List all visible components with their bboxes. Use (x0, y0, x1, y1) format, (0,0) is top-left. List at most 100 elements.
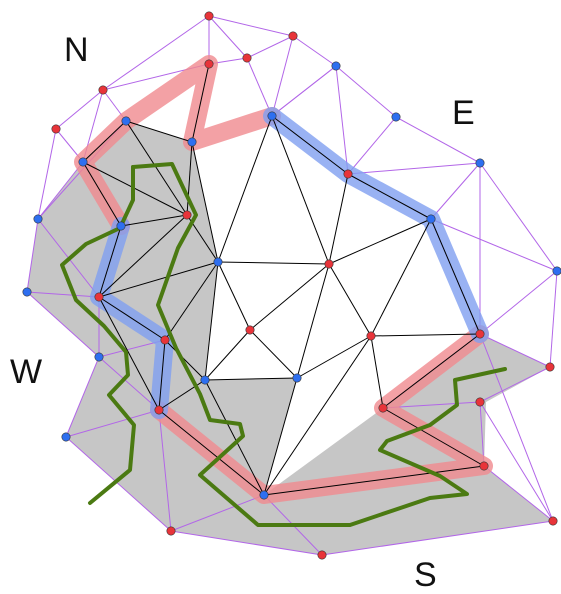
inner-edge (249, 263, 330, 331)
red-node (475, 397, 485, 407)
red-node (98, 85, 108, 95)
inner-edge (370, 218, 432, 337)
inner-edge (82, 120, 127, 163)
blue-node (78, 157, 88, 167)
blue-node (121, 116, 131, 126)
inner-edge (98, 214, 188, 298)
outer-edge (170, 494, 265, 532)
green-path-east (131, 162, 507, 527)
outer-edge (479, 162, 558, 272)
outer-edge (65, 436, 172, 532)
blue-node (187, 137, 197, 147)
inner-edge (98, 225, 122, 298)
blue-highlight-east (263, 107, 489, 343)
blue-node (552, 266, 561, 276)
outer-edge (347, 162, 481, 175)
outer-edge (292, 35, 337, 67)
red-node (182, 210, 192, 220)
outer-edge (37, 128, 57, 220)
red-node (154, 405, 164, 415)
inner-edge (271, 115, 349, 175)
red-node (317, 550, 327, 560)
outer-edge (26, 291, 100, 358)
red-node (160, 335, 170, 345)
blue-node (426, 214, 436, 224)
inner-edge (328, 218, 432, 265)
inner-edge (204, 377, 298, 381)
outer-edge (479, 333, 551, 368)
inner-edge (263, 377, 298, 496)
outer-edge (102, 15, 210, 91)
label-east: E (452, 94, 475, 132)
outer-edge (246, 57, 273, 117)
label-north: N (64, 31, 89, 69)
outer-edge (37, 161, 84, 220)
outer-edge (479, 366, 551, 403)
outer-edge (479, 270, 558, 335)
blue-node (200, 375, 210, 385)
inner-edge (164, 261, 219, 341)
shaded-area (27, 121, 553, 555)
inner-edge (271, 115, 330, 265)
blue-node (475, 158, 485, 168)
inner-edge (125, 120, 188, 216)
nodes (22, 11, 561, 560)
outer-edge (395, 116, 481, 164)
red-node (94, 292, 104, 302)
red-node (548, 516, 558, 526)
inner-edge (263, 335, 372, 496)
red-node (51, 124, 61, 134)
outer-edge (430, 218, 558, 272)
outer-edge (65, 356, 100, 438)
shaded-region (27, 121, 553, 555)
inner-edge (249, 329, 298, 379)
red-node (245, 325, 255, 335)
inner-edge (370, 335, 384, 409)
red-node (479, 461, 489, 471)
red-node (204, 11, 214, 21)
outer-edge (65, 409, 160, 438)
inner-edge (328, 263, 372, 337)
blue-node (331, 61, 341, 71)
red-node (343, 169, 353, 179)
inner-edge (98, 261, 219, 298)
outer-edge (208, 15, 248, 59)
red-node (204, 59, 214, 69)
outer-edge (55, 89, 104, 130)
outer-edge (479, 401, 554, 522)
outer-edge (335, 65, 349, 175)
inner-edge (191, 63, 210, 143)
outer-edge (26, 218, 39, 293)
red-node (378, 403, 388, 413)
outer-edge (26, 291, 100, 298)
red-node (288, 31, 298, 41)
inner-edges (82, 63, 485, 496)
red-node (324, 259, 334, 269)
label-west: W (10, 353, 43, 391)
inner-edge (382, 407, 485, 467)
outer-edge (549, 270, 558, 368)
inner-edge (204, 261, 219, 381)
inner-edge (296, 263, 330, 379)
red-node (242, 53, 252, 63)
outer-edge (321, 520, 554, 556)
outer-edge (158, 409, 172, 532)
outer-edge (347, 116, 397, 175)
blue-node (22, 287, 32, 297)
blue-node (267, 111, 277, 121)
blue-node (94, 352, 104, 362)
red-node (475, 329, 485, 339)
inner-edge (217, 261, 251, 331)
inner-edge (217, 115, 273, 263)
inner-edge (158, 339, 166, 411)
blue-node (33, 214, 43, 224)
inner-edge (328, 173, 349, 265)
inner-edge (382, 333, 481, 409)
inner-edge (296, 335, 372, 379)
outer-edge (483, 465, 554, 522)
inner-edge (204, 329, 251, 381)
blue-node (61, 432, 71, 442)
inner-edge (430, 218, 481, 335)
inner-edge (120, 214, 188, 227)
